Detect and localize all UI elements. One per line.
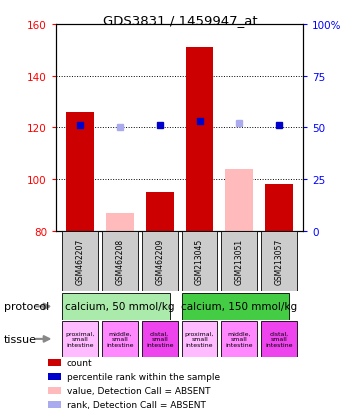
Bar — [265, 185, 293, 231]
Text: tissue: tissue — [4, 334, 36, 344]
Text: calcium, 50 mmol/kg: calcium, 50 mmol/kg — [65, 301, 174, 312]
Bar — [182, 321, 217, 357]
Bar — [66, 113, 94, 231]
Bar — [222, 321, 257, 357]
Text: GSM213057: GSM213057 — [275, 238, 284, 284]
Bar — [182, 231, 217, 291]
Bar — [142, 321, 178, 357]
Bar — [62, 231, 98, 291]
Text: distal,
small
intestine: distal, small intestine — [266, 331, 293, 347]
Bar — [222, 231, 257, 291]
Bar — [106, 213, 134, 231]
Bar — [48, 387, 61, 394]
Bar — [102, 231, 138, 291]
Bar — [261, 321, 297, 357]
Text: value, Detection Call = ABSENT: value, Detection Call = ABSENT — [67, 386, 210, 395]
Bar — [48, 373, 61, 380]
Bar — [102, 321, 138, 357]
Bar — [48, 359, 61, 366]
Bar — [48, 401, 61, 408]
Text: GSM213051: GSM213051 — [235, 238, 244, 284]
Text: middle,
small
intestine: middle, small intestine — [226, 331, 253, 347]
Text: calcium, 150 mmol/kg: calcium, 150 mmol/kg — [181, 301, 297, 312]
Text: middle,
small
intestine: middle, small intestine — [106, 331, 134, 347]
Bar — [62, 321, 98, 357]
Bar — [261, 231, 297, 291]
Text: GDS3831 / 1459947_at: GDS3831 / 1459947_at — [103, 14, 258, 27]
Text: distal,
small
intestine: distal, small intestine — [146, 331, 173, 347]
Text: rank, Detection Call = ABSENT: rank, Detection Call = ABSENT — [67, 400, 206, 409]
Text: GSM462208: GSM462208 — [115, 238, 124, 284]
Text: proximal,
small
intestine: proximal, small intestine — [65, 331, 95, 347]
Bar — [142, 231, 178, 291]
Text: protocol: protocol — [4, 301, 49, 312]
Bar — [226, 169, 253, 231]
Bar — [182, 293, 289, 320]
Text: proximal,
small
intestine: proximal, small intestine — [185, 331, 214, 347]
Text: GSM462209: GSM462209 — [155, 238, 164, 284]
Text: GSM213045: GSM213045 — [195, 238, 204, 284]
Bar — [146, 192, 174, 231]
Bar — [186, 48, 213, 231]
Bar — [62, 293, 170, 320]
Text: percentile rank within the sample: percentile rank within the sample — [67, 372, 220, 381]
Text: count: count — [67, 358, 93, 367]
Text: GSM462207: GSM462207 — [75, 238, 84, 284]
